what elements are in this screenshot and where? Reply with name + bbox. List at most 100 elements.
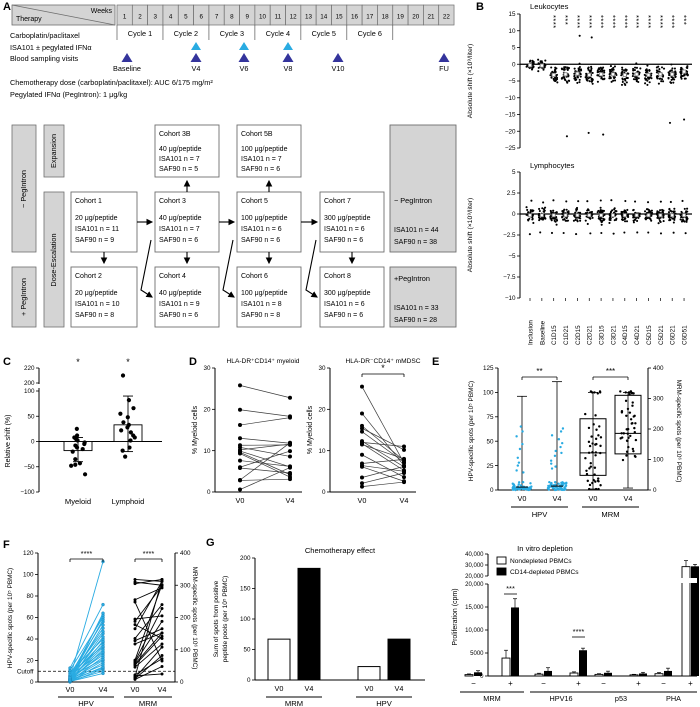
svg-text:HPV: HPV — [376, 699, 393, 707]
svg-text:V4: V4 — [158, 685, 167, 694]
svg-text:20,000: 20,000 — [465, 582, 484, 588]
svg-text:SAF90 n = 6: SAF90 n = 6 — [324, 312, 363, 319]
svg-text:200: 200 — [240, 555, 251, 562]
svg-text:V4: V4 — [400, 496, 409, 505]
panel-label-e: E — [432, 356, 440, 368]
svg-text:20: 20 — [26, 658, 34, 665]
svg-text:−: − — [471, 679, 476, 688]
svg-text:Cutoff: Cutoff — [17, 668, 34, 675]
svg-text:FU: FU — [439, 64, 449, 73]
svg-text:Inclusion: Inclusion — [527, 320, 534, 345]
svg-text:****: **** — [549, 15, 558, 29]
svg-text:Expansion: Expansion — [49, 134, 58, 168]
svg-text:*: * — [76, 357, 80, 367]
svg-text:Absolute shift (×10⁹/liter): Absolute shift (×10⁹/liter) — [467, 44, 474, 119]
svg-text:ISA101 n = 8: ISA101 n = 8 — [241, 301, 282, 308]
svg-text:4: 4 — [169, 14, 173, 21]
svg-text:300: 300 — [653, 396, 664, 403]
cohort-box-c3b: Cohort 3B 40 μg/peptide ISA101 n = 7 SAF90 … — [154, 124, 220, 178]
svg-text:Absolute shift (×10⁹/liter): Absolute shift (×10⁹/liter) — [467, 198, 474, 273]
svg-text:20: 20 — [318, 407, 326, 414]
svg-text:200: 200 — [653, 426, 664, 433]
panel-label-a: A — [3, 1, 11, 13]
svg-text:0: 0 — [207, 489, 211, 496]
svg-text:5000: 5000 — [470, 651, 484, 657]
svg-text:V0: V0 — [66, 685, 75, 694]
svg-text:C1D21: C1D21 — [563, 325, 570, 345]
svg-text:Cohort 2: Cohort 2 — [75, 273, 102, 280]
svg-text:−50: −50 — [24, 464, 35, 471]
svg-text:9: 9 — [245, 14, 249, 21]
cohort-box-c3: Cohort 3 40 μg/peptide ISA101 n = 7 SAF90 n… — [154, 191, 220, 253]
svg-text:2: 2 — [138, 14, 142, 21]
panel-label-f: F — [3, 539, 10, 551]
svg-text:400: 400 — [180, 550, 191, 557]
svg-text:ISA101 n = 7: ISA101 n = 7 — [241, 156, 282, 163]
svg-text:Chemotherapy dose (carboplatin: Chemotherapy dose (carboplatin/paclitaxe… — [10, 78, 213, 87]
panel-label-g: G — [206, 537, 215, 549]
svg-text:Weeks: Weeks — [91, 8, 113, 15]
svg-text:Lymphoid: Lymphoid — [112, 497, 145, 506]
svg-text:+ PegIntron: + PegIntron — [19, 278, 28, 316]
svg-text:V4: V4 — [192, 64, 201, 73]
svg-text:100: 100 — [24, 388, 35, 395]
svg-text:Proliferation (cpm): Proliferation (cpm) — [452, 588, 459, 645]
panel-b-leukocyte-lymphocyte-charts: Leukocytes Absolute shift (×10⁹/liter) 15 1… — [467, 2, 692, 345]
svg-text:Cohort 8: Cohort 8 — [324, 273, 351, 280]
svg-text:14: 14 — [320, 14, 328, 21]
cohort-box-c6: Cohort 6 100 μg/peptide ISA101 n = 8 SAF90 … — [236, 266, 302, 328]
svg-text:Nondepleted PBMCs: Nondepleted PBMCs — [510, 558, 572, 565]
svg-text:50: 50 — [486, 438, 494, 445]
svg-text:Cohort 3B: Cohort 3B — [159, 131, 191, 138]
svg-text:100 μg/peptide: 100 μg/peptide — [241, 215, 288, 222]
svg-text:C2D15: C2D15 — [575, 325, 582, 345]
svg-text:+: + — [508, 679, 513, 688]
svg-text:V0: V0 — [518, 494, 527, 503]
svg-text:Myeloid: Myeloid — [65, 497, 91, 506]
panel-label-c: C — [3, 356, 11, 368]
svg-text:100: 100 — [23, 572, 34, 579]
svg-text:****: **** — [597, 15, 606, 29]
svg-text:0: 0 — [247, 677, 251, 684]
svg-text:Cycle 1: Cycle 1 — [128, 29, 152, 38]
svg-text:75: 75 — [486, 414, 494, 421]
svg-text:****: **** — [620, 15, 629, 29]
svg-text:C4D15: C4D15 — [622, 325, 629, 345]
svg-text:100 μg/peptide: 100 μg/peptide — [241, 146, 288, 153]
svg-text:****: **** — [585, 15, 594, 29]
svg-text:V0: V0 — [365, 684, 374, 693]
cohort-box-c7: Cohort 7 300 μg/peptide ISA101 n = 6 SAF90 … — [319, 191, 385, 253]
svg-text:30: 30 — [318, 365, 326, 372]
svg-text:3: 3 — [154, 14, 158, 21]
svg-text:+PegIntron: +PegIntron — [394, 274, 430, 283]
svg-text:SAF90 n = 6: SAF90 n = 6 — [241, 166, 280, 173]
svg-text:−: − — [661, 679, 666, 688]
svg-text:Relative shift (%): Relative shift (%) — [5, 415, 12, 468]
svg-text:5: 5 — [512, 169, 516, 176]
svg-text:SAF90 n = 38: SAF90 n = 38 — [394, 239, 437, 246]
svg-text:300 μg/peptide: 300 μg/peptide — [324, 215, 371, 222]
svg-text:V4: V4 — [305, 684, 314, 693]
svg-text:V4: V4 — [395, 684, 404, 693]
svg-text:100: 100 — [653, 457, 664, 464]
svg-text:50: 50 — [243, 647, 251, 654]
svg-text:80: 80 — [26, 593, 34, 600]
svg-text:Cycle 5: Cycle 5 — [312, 29, 336, 38]
svg-text:30,000: 30,000 — [465, 563, 484, 569]
svg-text:****: **** — [608, 15, 617, 29]
svg-text:ISA101 ± pegylated IFNα: ISA101 ± pegylated IFNα — [10, 43, 92, 52]
svg-text:0: 0 — [480, 674, 484, 680]
svg-text:C3D21: C3D21 — [610, 325, 617, 345]
svg-text:+: + — [636, 679, 641, 688]
svg-text:Cohort 1: Cohort 1 — [75, 198, 102, 205]
svg-text:25: 25 — [486, 463, 494, 470]
svg-text:Baseline: Baseline — [113, 64, 141, 73]
svg-text:***: *** — [561, 15, 570, 25]
svg-text:−25: −25 — [505, 145, 516, 152]
svg-text:19: 19 — [397, 14, 405, 21]
svg-text:Therapy: Therapy — [16, 16, 42, 23]
svg-text:100: 100 — [483, 390, 494, 397]
svg-text:5: 5 — [184, 14, 188, 21]
svg-text:200: 200 — [24, 380, 35, 387]
